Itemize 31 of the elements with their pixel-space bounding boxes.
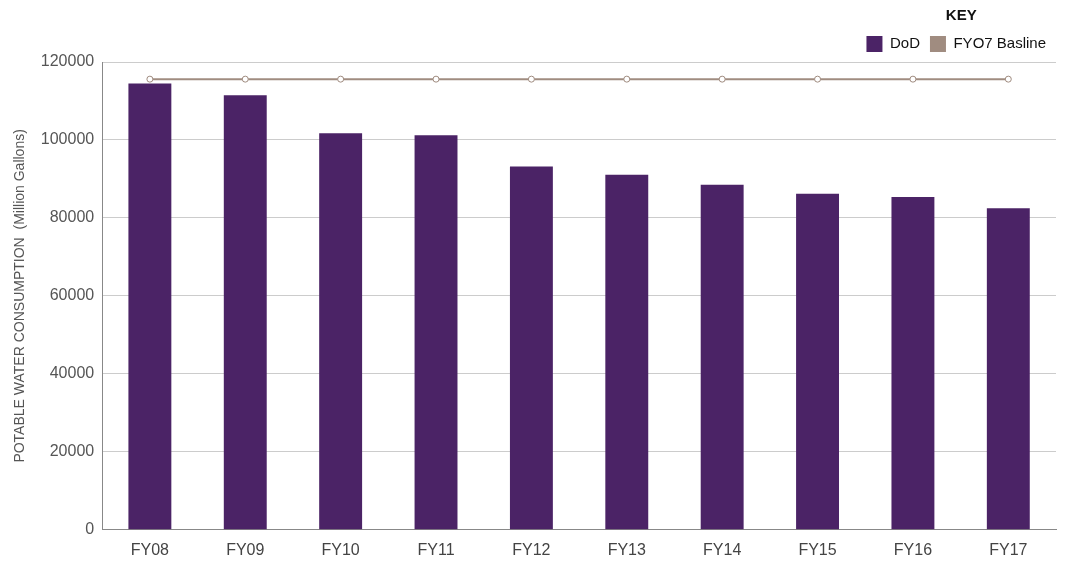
- y-axis-title: POTABLE WATER CONSUMPTION (Million Gallons): [11, 129, 28, 463]
- y-tick-label: 20000: [49, 442, 95, 460]
- legend-label: FYO7 Basline: [953, 34, 1047, 52]
- bar: [128, 83, 172, 530]
- y-tick-label: 40000: [49, 364, 95, 382]
- bar: [223, 95, 267, 530]
- bar: [700, 184, 744, 530]
- x-tick-label: FY17: [989, 540, 1028, 558]
- x-tick-label: FY11: [417, 540, 455, 558]
- x-tick-label: FY14: [703, 540, 742, 558]
- x-tick-label: FY09: [226, 540, 265, 558]
- y-tick-label: 120000: [40, 52, 95, 70]
- x-tick-label: FY13: [607, 540, 646, 558]
- x-tick-label: FY16: [893, 540, 933, 558]
- bar: [796, 193, 840, 530]
- bar: [986, 208, 1030, 530]
- x-tick-label: FY08: [130, 540, 170, 558]
- y-tick-label: 60000: [49, 286, 95, 304]
- bar: [605, 174, 649, 530]
- bar: [891, 196, 935, 530]
- x-tick-label: FY15: [798, 540, 837, 558]
- y-tick-label: 100000: [40, 130, 95, 148]
- bar: [509, 166, 553, 530]
- x-tick-label: FY12: [512, 540, 551, 558]
- legend-title: KEY: [945, 5, 977, 23]
- x-tick-label: FY10: [321, 540, 360, 558]
- bar: [319, 133, 363, 530]
- legend-label: DoD: [889, 34, 921, 52]
- bar: [414, 135, 458, 530]
- y-tick-label: 80000: [49, 208, 95, 226]
- y-tick-label: 0: [85, 520, 95, 538]
